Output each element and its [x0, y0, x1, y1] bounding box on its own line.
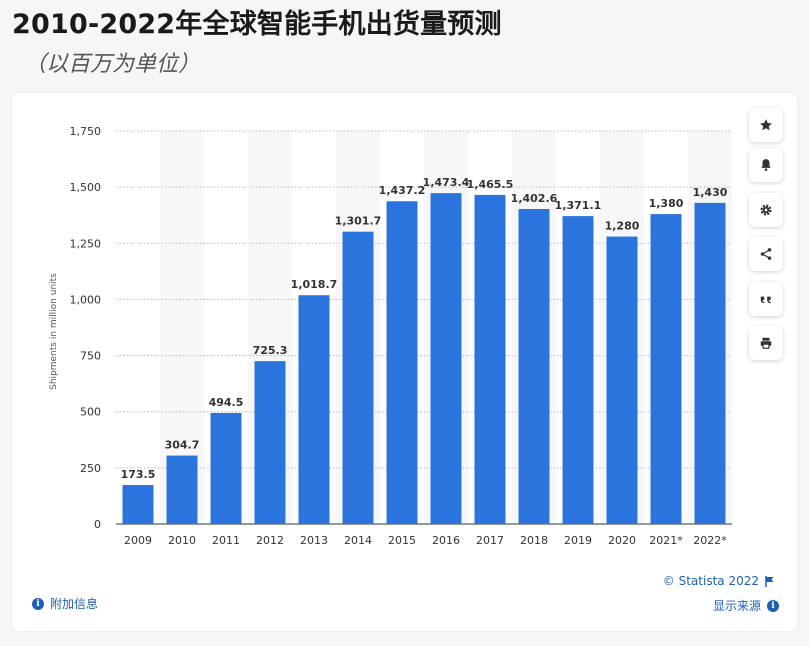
y-tick-label: 250	[80, 462, 101, 475]
settings-button[interactable]	[749, 193, 783, 227]
print-button[interactable]	[749, 326, 783, 360]
bar	[518, 209, 550, 524]
printer-icon	[760, 337, 772, 349]
data-label: 1,465.5	[467, 178, 514, 191]
additional-info-label: 附加信息	[50, 597, 99, 611]
x-tick-label: 2015	[388, 534, 416, 547]
x-tick-label: 2022*	[693, 534, 727, 547]
x-tick-label: 2014	[344, 534, 372, 547]
bar	[298, 295, 330, 524]
copyright-link[interactable]: © Statista 2022	[663, 574, 775, 588]
info-icon: i	[767, 599, 779, 612]
bar	[562, 216, 594, 524]
show-source-label: 显示来源	[712, 599, 761, 613]
bar	[474, 194, 506, 524]
y-tick-label: 1,250	[70, 237, 102, 250]
data-label: 1,430	[693, 186, 728, 199]
page-subtitle: （以百万为单位）	[24, 52, 201, 77]
x-tick-label: 2013	[300, 534, 328, 547]
x-tick-label: 2017	[476, 534, 504, 547]
y-tick-label: 1,750	[70, 125, 102, 138]
data-label: 1,301.7	[335, 215, 382, 228]
bar	[122, 485, 154, 524]
bar	[166, 455, 198, 524]
data-label: 1,437.2	[379, 184, 426, 197]
x-tick-label: 2019	[564, 534, 592, 547]
data-label: 1,473.4	[423, 176, 470, 189]
y-tick-label: 1,500	[70, 181, 102, 194]
y-tick-label: 0	[94, 518, 101, 531]
data-label: 1,280	[605, 220, 640, 233]
data-label: 304.7	[165, 439, 200, 452]
bar	[210, 412, 242, 524]
star-icon	[760, 119, 772, 131]
x-tick-label: 2010	[168, 534, 196, 547]
gear-icon	[760, 204, 772, 216]
data-label: 1,402.6	[511, 192, 558, 205]
bar	[694, 202, 726, 524]
bell-icon	[761, 159, 771, 171]
y-axis-title: Shipments in million units	[49, 273, 59, 390]
quote-icon	[760, 296, 771, 304]
show-source-link[interactable]: 显示来源 i	[713, 597, 779, 614]
bar	[254, 361, 286, 524]
bar	[342, 231, 374, 525]
bar	[650, 214, 682, 524]
share-button[interactable]	[749, 237, 783, 271]
additional-info-link[interactable]: i 附加信息	[32, 595, 98, 612]
x-tick-label: 2012	[256, 534, 284, 547]
page-title: 2010-2022年全球智能手机出货量预测	[12, 9, 502, 40]
chart-card: 0 250 500 750 1,000 1,250 1,500 1,750 Shipments …	[12, 93, 797, 631]
bar	[430, 193, 462, 524]
x-tick-label: 2018	[520, 534, 548, 547]
copyright-text: © Statista 2022	[662, 574, 759, 588]
bar-chart: 0 250 500 750 1,000 1,250 1,500 1,750 Shipments …	[49, 125, 732, 547]
data-label: 725.3	[253, 344, 288, 357]
data-label: 1,018.7	[291, 278, 338, 291]
bar	[386, 201, 418, 524]
notification-button[interactable]	[749, 148, 783, 182]
x-tick-label: 2016	[432, 534, 460, 547]
data-label: 494.5	[209, 396, 244, 409]
data-label: 1,371.1	[555, 199, 602, 212]
y-tick-label: 750	[80, 350, 101, 363]
y-tick-label: 1,000	[70, 293, 102, 306]
share-icon	[760, 248, 772, 260]
bar	[606, 236, 638, 524]
data-label: 1,380	[649, 197, 684, 210]
flag-icon	[765, 575, 774, 587]
x-tick-label: 2021*	[649, 534, 683, 547]
data-label: 173.5	[121, 468, 156, 481]
info-icon: i	[32, 597, 44, 610]
cite-button[interactable]	[749, 282, 783, 316]
favorite-button[interactable]	[749, 108, 783, 142]
y-tick-label: 500	[80, 406, 101, 419]
x-tick-label: 2009	[124, 534, 152, 547]
x-tick-label: 2011	[212, 534, 240, 547]
x-tick-label: 2020	[608, 534, 636, 547]
